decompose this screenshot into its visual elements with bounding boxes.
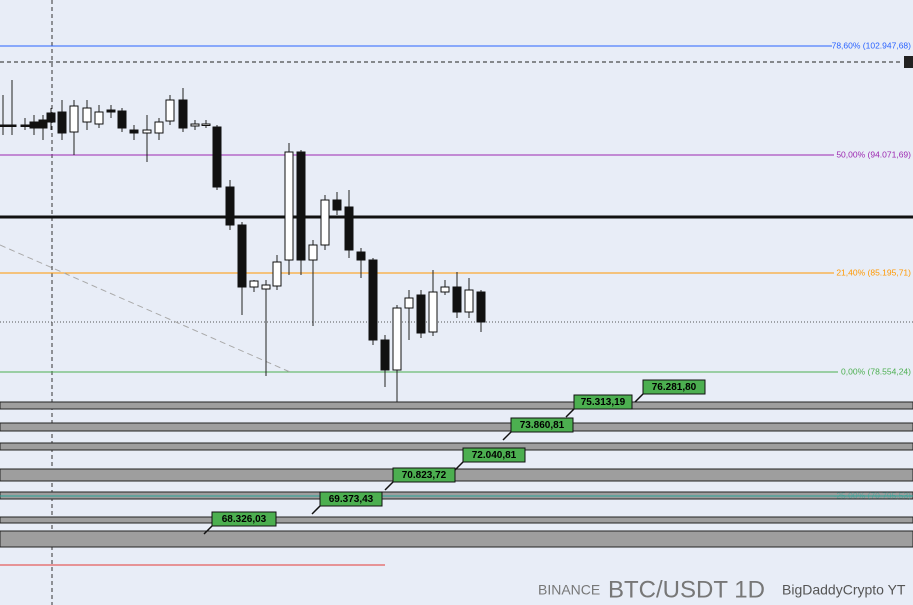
- label-pointer: [565, 408, 575, 418]
- candle-body: [368, 259, 378, 341]
- candle-body: [440, 286, 450, 293]
- candle-body: [178, 99, 188, 129]
- candle-body: [69, 105, 79, 133]
- candle-body: [106, 109, 116, 113]
- label-pointer: [203, 525, 213, 535]
- price-label: 72.040,81: [472, 450, 517, 461]
- label-box: [211, 511, 277, 527]
- zone: [0, 468, 913, 482]
- label-box: [319, 491, 383, 507]
- candle-body: [392, 307, 402, 371]
- fib-label: 21,40% (85.195,71): [836, 267, 911, 277]
- fib-label: 50,00% (94.071,69): [836, 149, 911, 159]
- label-box: [642, 379, 706, 395]
- candle-body: [201, 123, 211, 126]
- candle-body: [284, 151, 294, 261]
- candle-body: [404, 297, 414, 309]
- candle-body: [129, 129, 139, 134]
- fib-label: 0,00% (78.554,24): [841, 366, 911, 376]
- candle-body: [29, 121, 39, 129]
- candle-body: [356, 251, 366, 261]
- zone: [0, 422, 913, 432]
- candle-body: [94, 111, 104, 125]
- candle-body: [380, 339, 390, 371]
- fib-label: -25,00% (70.795,53): [834, 490, 912, 500]
- zone: [0, 442, 913, 451]
- candle-body: [57, 111, 67, 134]
- candle-body: [428, 291, 438, 333]
- candle-body: [296, 151, 306, 261]
- candle-body: [117, 110, 127, 129]
- price-label: 75.313,19: [581, 397, 626, 408]
- candle-body: [190, 123, 200, 127]
- price-label: 76.281,80: [652, 382, 697, 393]
- candle-body: [237, 224, 247, 288]
- zone: [0, 516, 913, 524]
- candle-body: [320, 199, 330, 246]
- fib-label: 78,60% (102.947,68): [832, 40, 912, 50]
- label-box: [510, 417, 574, 433]
- label-box: [573, 394, 633, 410]
- watermark-author: BigDaddyCrypto YT: [782, 582, 906, 598]
- zone: [0, 530, 913, 548]
- label-pointer: [502, 431, 512, 441]
- candle-body: [344, 206, 354, 251]
- label-box: [392, 467, 456, 483]
- price-labels: 76.281,80 75.313,19 73.860,81 72.040,81 70.8…: [203, 379, 706, 535]
- candle-body: [46, 112, 56, 123]
- crosshair-icon: [904, 56, 913, 68]
- price-label: 70.823,72: [402, 470, 447, 481]
- candle-body: [38, 119, 48, 129]
- candle-body: [416, 294, 426, 334]
- candle-body: [249, 280, 259, 288]
- label-pointer: [634, 393, 644, 403]
- candle-body: [261, 284, 271, 290]
- price-label: 73.860,81: [520, 420, 565, 431]
- candle-body: [82, 107, 92, 123]
- candle-body: [464, 289, 474, 313]
- fib-labels: 78,60% (102.947,68) 50,00% (94.071,69) 21,…: [832, 40, 912, 500]
- label-pointer: [384, 481, 394, 491]
- candle-body: [476, 291, 486, 323]
- candle-body: [0, 124, 8, 127]
- zone: [0, 401, 913, 410]
- candles: [0, 80, 486, 402]
- candle-body: [332, 199, 342, 211]
- price-label: 69.373,43: [329, 494, 374, 505]
- watermark-symbol: BTC/USDT 1D: [608, 576, 765, 603]
- trend-line: [0, 244, 291, 373]
- price-label: 68.326,03: [222, 514, 267, 525]
- candle-body: [7, 124, 17, 127]
- candle-body: [154, 121, 164, 134]
- candle-body: [308, 244, 318, 261]
- label-pointer: [454, 461, 464, 471]
- watermark-exchange: BINANCE: [538, 582, 600, 598]
- candle-body: [20, 124, 30, 127]
- candle-body: [165, 99, 175, 122]
- label-pointer: [311, 505, 321, 515]
- candle-body: [452, 286, 462, 313]
- candle-body: [272, 261, 282, 287]
- candle-body: [225, 186, 235, 226]
- candle-body: [142, 129, 152, 134]
- label-box: [462, 447, 526, 463]
- candle-body: [212, 126, 222, 188]
